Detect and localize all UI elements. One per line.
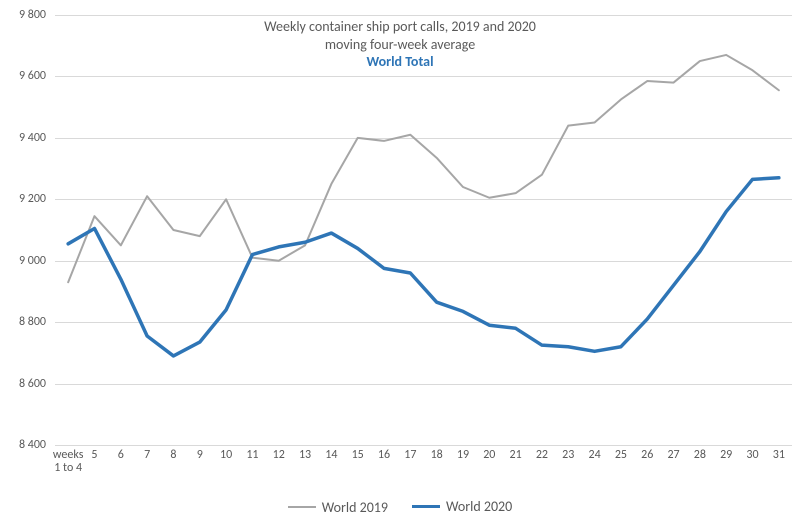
legend-label: World 2019 bbox=[322, 499, 388, 516]
legend-swatch bbox=[288, 506, 316, 508]
series-line bbox=[68, 178, 779, 356]
plot-area bbox=[0, 0, 800, 521]
legend-item: World 2020 bbox=[412, 498, 512, 515]
legend-label: World 2020 bbox=[446, 498, 512, 515]
legend: World 2019 World 2020 bbox=[0, 495, 800, 516]
chart-container: Weekly container ship port calls, 2019 a… bbox=[0, 0, 800, 521]
series-line bbox=[68, 55, 779, 282]
legend-swatch bbox=[412, 505, 440, 508]
legend-item: World 2019 bbox=[288, 499, 388, 516]
